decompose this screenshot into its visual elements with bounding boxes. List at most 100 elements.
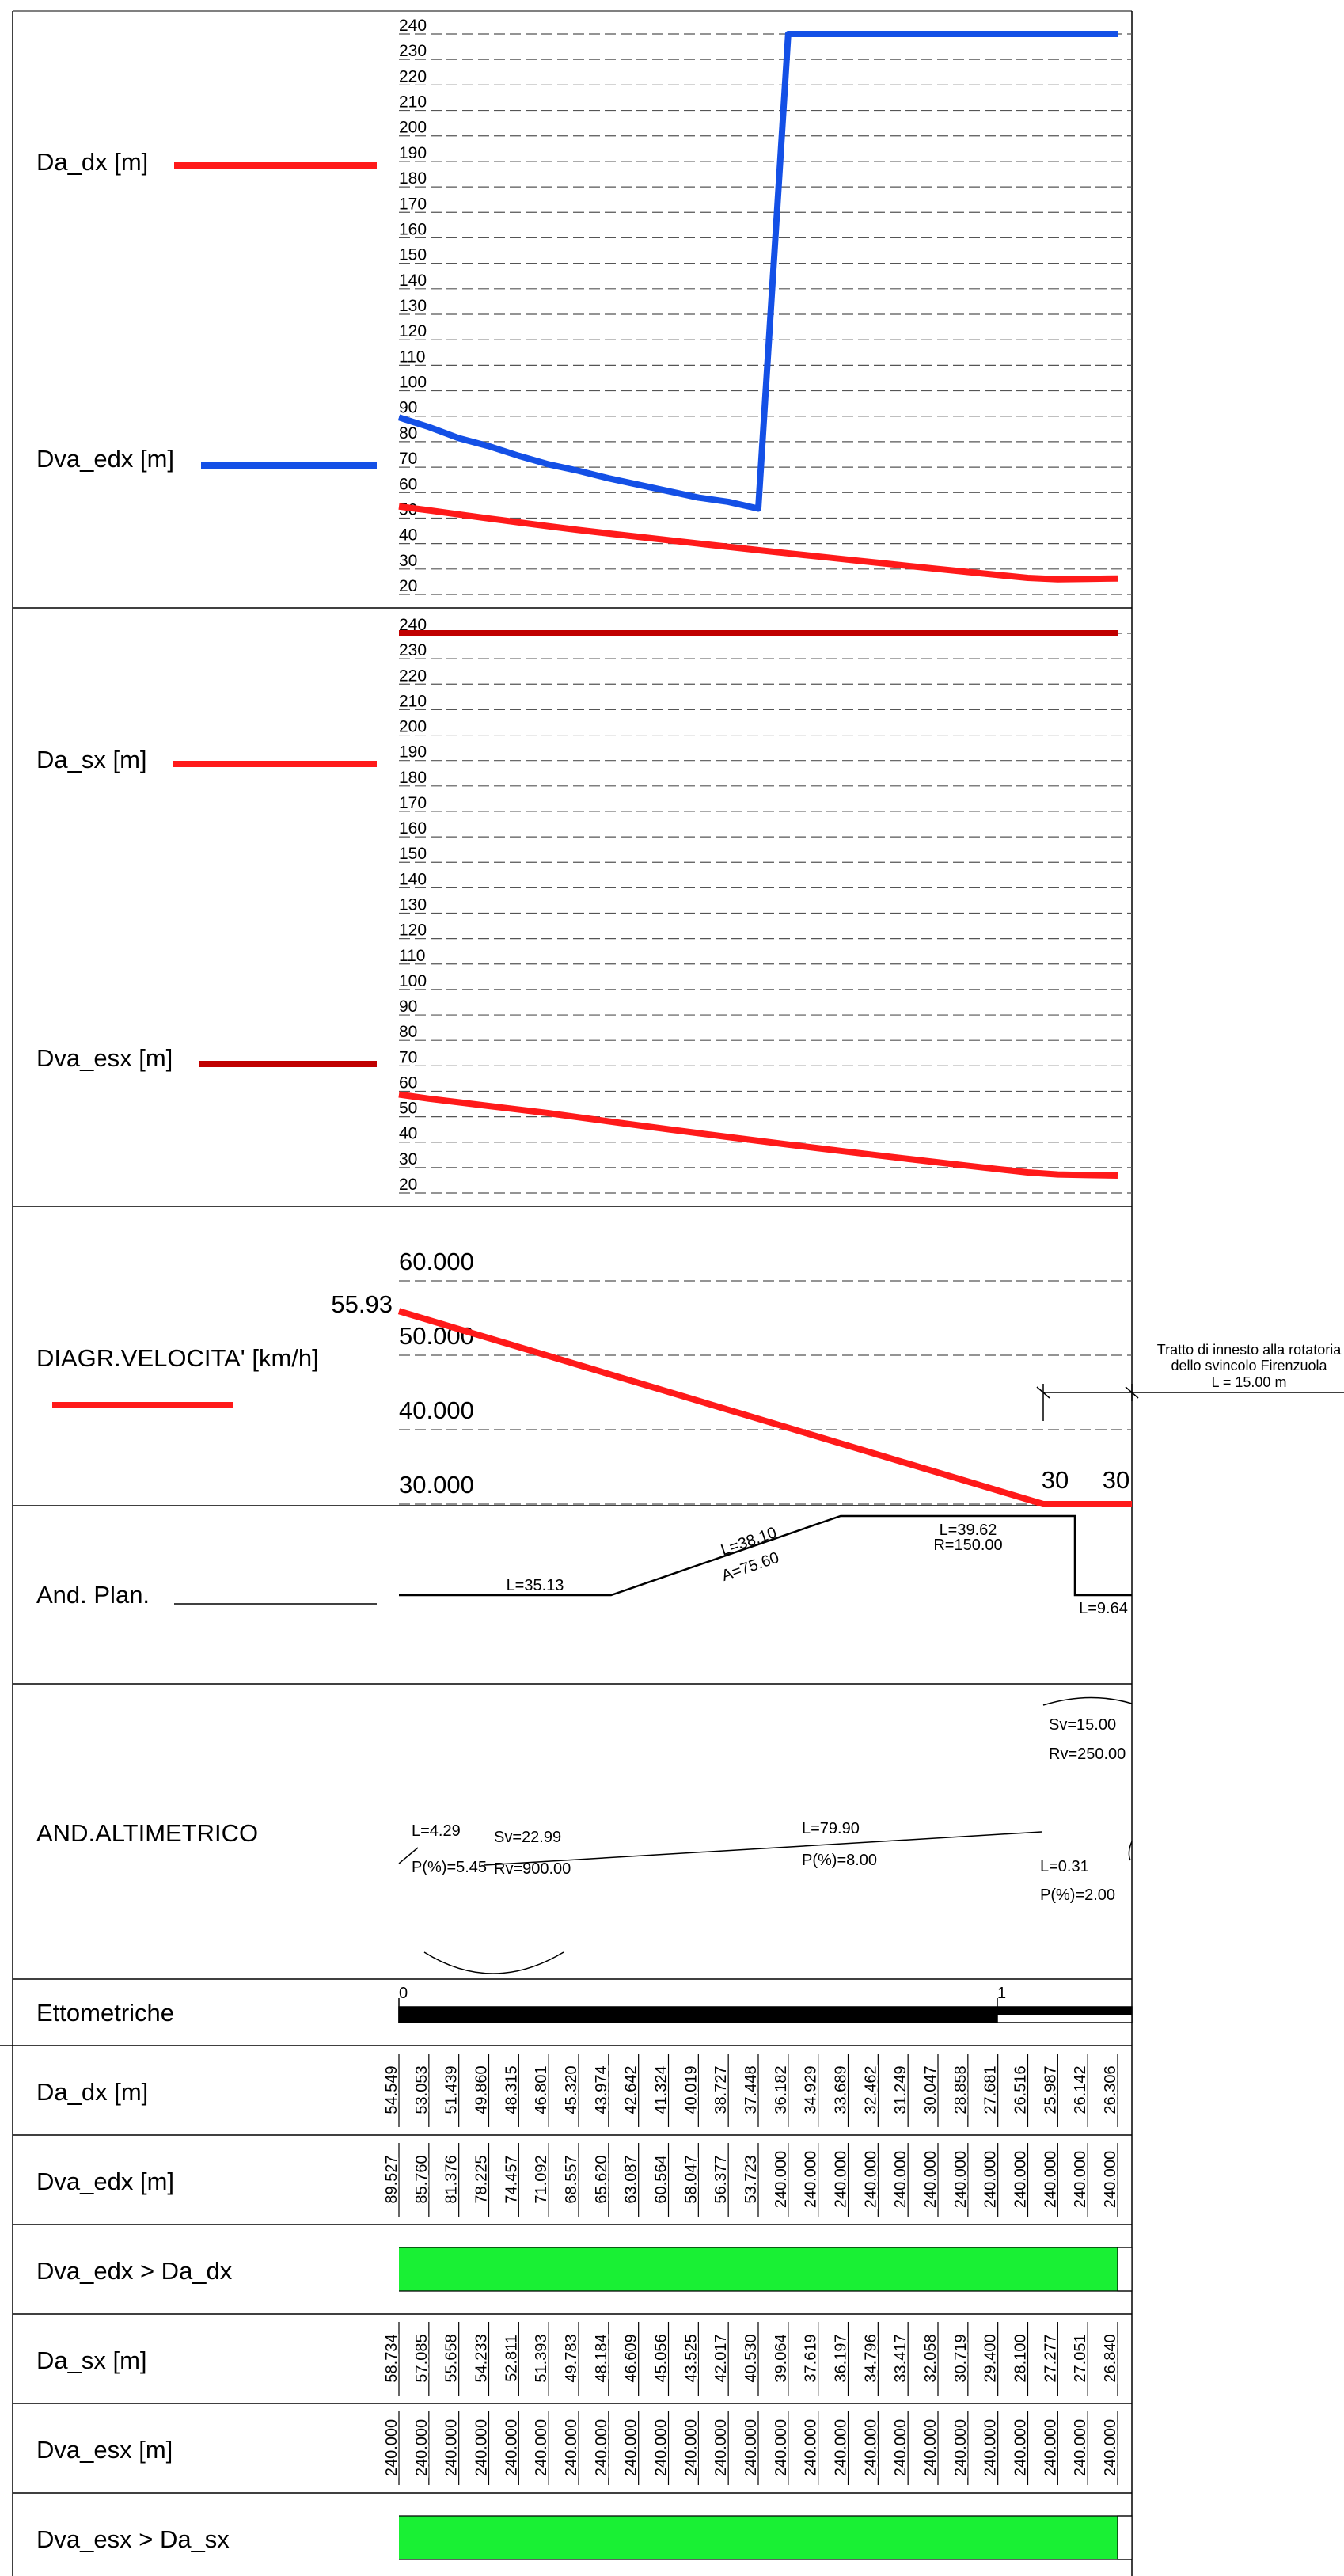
table-value: 43.525: [682, 2334, 700, 2382]
value-table: Da_dx [m] 54.549 53.053 51.439 49.860 48.315 4…: [36, 2054, 1133, 2560]
panel2-y-tick: 20: [399, 1176, 417, 1194]
panel1-y-tick: 30: [399, 552, 417, 570]
table-value: 36.182: [773, 2065, 790, 2114]
table-value: 240.000: [473, 2419, 491, 2476]
panel2-y-tick: 230: [399, 641, 427, 659]
ettometriche-scale-segment-2: [997, 2007, 1132, 2015]
panel1-y-tick: 150: [399, 246, 427, 264]
altimetric-crest-curve: [1042, 1696, 1133, 1706]
table-value: 41.324: [653, 2065, 670, 2114]
table-value: 240.000: [1042, 2151, 1059, 2208]
panel1-y-tick: 230: [399, 42, 427, 60]
table-value: 27.051: [1072, 2334, 1089, 2382]
table-value: 42.642: [623, 2065, 640, 2114]
panel1-y-tick: 240: [399, 17, 427, 35]
ettometriche-label-0: 0: [399, 1985, 408, 2002]
table-value: 43.974: [593, 2065, 610, 2114]
planimetric-straight-length: L=35.13: [507, 1577, 564, 1594]
table-value: 240.000: [862, 2151, 879, 2208]
table-value: 28.858: [952, 2065, 970, 2114]
panel2-y-tick: 60: [399, 1073, 417, 1092]
altimetric-end-length: L=0.31: [1040, 1858, 1089, 1875]
altimetric-sag-length: Sv=22.99: [494, 1829, 561, 1846]
panel1-y-tick: 160: [399, 220, 427, 238]
altimetric-crest-length: Sv=15.00: [1049, 1716, 1116, 1734]
table-value: 26.142: [1072, 2065, 1089, 2114]
table-value: 32.058: [922, 2334, 940, 2382]
table-value: 26.516: [1012, 2065, 1030, 2114]
altimetric-start-grade-value: P(%)=5.45: [412, 1859, 487, 1876]
panel2-y-tick: 220: [399, 667, 427, 685]
panel1-y-tick: 40: [399, 526, 417, 545]
panel1-y-tick: 20: [399, 577, 417, 595]
table-value: 240.000: [833, 2419, 850, 2476]
table-value: 34.796: [862, 2334, 879, 2382]
panel2-y-tick: 140: [399, 870, 427, 888]
table-value: 240.000: [682, 2419, 700, 2476]
panel2-y-tick: 100: [399, 972, 427, 990]
table-value: 240.000: [1012, 2151, 1030, 2208]
table-value: 36.197: [833, 2334, 850, 2382]
panel1-y-tick: 70: [399, 450, 417, 468]
panel2-y-tick: 110: [399, 947, 425, 965]
table-value: 49.783: [563, 2334, 580, 2382]
planimetric-end-length: L=9.64: [1079, 1600, 1128, 1617]
panel1-y-tick: 90: [399, 399, 417, 417]
speed-y-tick: 50.000: [399, 1322, 474, 1350]
panel1-series-da-dx-line: [398, 503, 1118, 583]
table-value: 240.000: [982, 2151, 1000, 2208]
speed-end-value-2: 30: [1103, 1466, 1129, 1494]
table-value: 240.000: [443, 2419, 461, 2476]
table-value: 240.000: [503, 2419, 520, 2476]
table-value: 26.840: [1102, 2334, 1119, 2382]
table-check-bar: [399, 2516, 1118, 2559]
table-value: 81.376: [443, 2155, 461, 2203]
panel2-y-ticks: 240 230 220 210 200 190 180 170 160 150 140 130 120 1…: [399, 616, 427, 1194]
panel-separators: [13, 607, 1132, 2494]
panel1-y-tick: 100: [399, 374, 427, 392]
panel1-y-tick: 60: [399, 475, 417, 493]
panel2-y-tick: 50: [399, 1100, 417, 1118]
table-value: 240.000: [803, 2151, 820, 2208]
table-check-bar-end: [1117, 2247, 1133, 2292]
table-value: 240.000: [773, 2151, 790, 2208]
speed-diagram-line: [397, 1308, 1132, 1507]
table-value: 85.760: [413, 2155, 431, 2203]
speed-grid: [399, 1280, 1132, 1505]
table-value: 240.000: [833, 2151, 850, 2208]
panel2-legend-da-sx: Da_sx [m]: [36, 746, 147, 773]
roundabout-note-line3: L = 15.00 m: [1212, 1374, 1287, 1390]
planimetric-curve-length: L=39.62: [940, 1522, 997, 1539]
table-value: 240.000: [1072, 2419, 1089, 2476]
table-value: 57.085: [413, 2334, 431, 2382]
panel1-y-tick: 210: [399, 93, 427, 112]
table-value: 48.184: [593, 2334, 610, 2382]
table-row-label: Dva_edx [m]: [36, 2168, 174, 2195]
table-value: 89.527: [383, 2155, 401, 2203]
altimetric-start-length: L=4.29: [412, 1822, 461, 1840]
panel1-y-tick: 130: [399, 297, 427, 315]
table-row-label: Da_dx [m]: [36, 2078, 148, 2106]
table-value: 42.017: [712, 2334, 730, 2382]
speed-start-value: 55.93: [331, 1290, 393, 1318]
table-value: 58.047: [682, 2155, 700, 2203]
roundabout-note-line1: Tratto di innesto alla rotatoria: [1157, 1342, 1342, 1358]
table-value: 240.000: [892, 2151, 909, 2208]
panel2-y-tick: 180: [399, 769, 427, 787]
table-value: 240.000: [383, 2419, 401, 2476]
table-value: 26.306: [1102, 2065, 1119, 2114]
altimetric-label: AND.ALTIMETRICO: [36, 1819, 258, 1847]
table-value: 240.000: [1102, 2419, 1119, 2476]
table-value: 68.557: [563, 2155, 580, 2203]
ettometriche-label-1: 1: [997, 1985, 1006, 2002]
table-value: 37.619: [803, 2334, 820, 2382]
planimetric-label: And. Plan.: [36, 1581, 150, 1609]
table-value: 52.811: [503, 2335, 520, 2382]
table-value: 37.448: [742, 2065, 760, 2114]
altimetric-end-grade-value: P(%)=2.00: [1040, 1886, 1115, 1904]
panel1-y-tick: 170: [399, 195, 427, 213]
panel1-legend-dva-edx: Dva_edx [m]: [36, 445, 174, 473]
table-value: 27.681: [982, 2065, 1000, 2114]
panel2-series-da-sx-line: [398, 1091, 1118, 1180]
table-value: 33.689: [833, 2065, 850, 2114]
